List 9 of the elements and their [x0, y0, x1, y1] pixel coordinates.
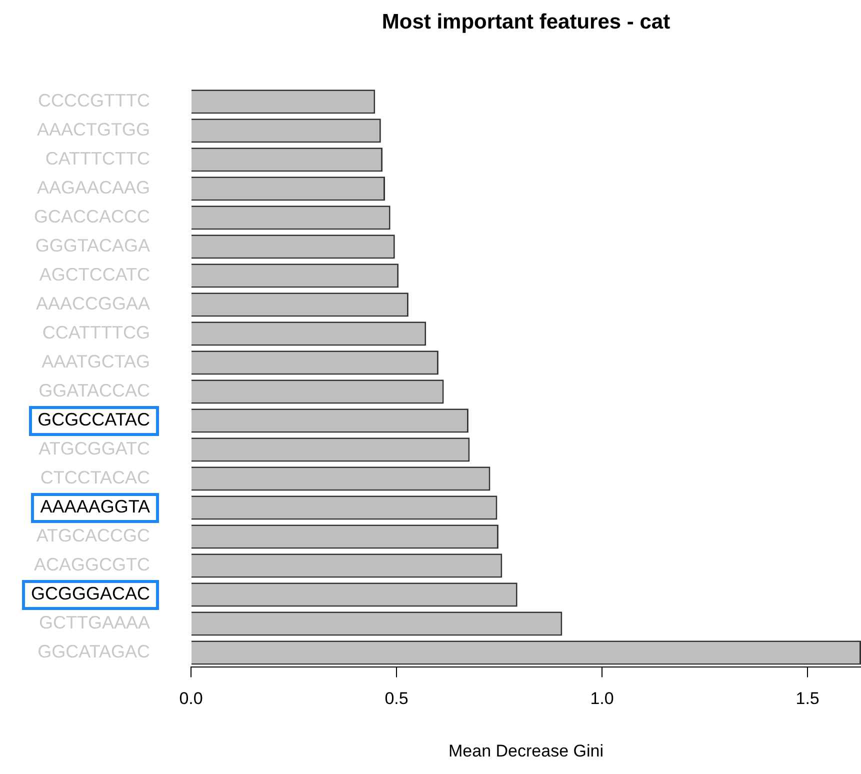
x-tick-label: 0.5 — [384, 689, 408, 708]
x-tick-label: 1.5 — [796, 689, 820, 708]
y-tick-label: AAAAAGGTA — [40, 496, 150, 517]
chart-title: Most important features - cat — [382, 10, 670, 34]
x-tick-label: 0.0 — [179, 689, 203, 708]
y-tick-label: GCGGGACAC — [30, 584, 150, 604]
y-tick-label: GCGCCATAC — [38, 410, 150, 430]
x-axis-title: Mean Decrease Gini — [448, 741, 604, 760]
x-tick-label: 1.0 — [590, 689, 614, 708]
